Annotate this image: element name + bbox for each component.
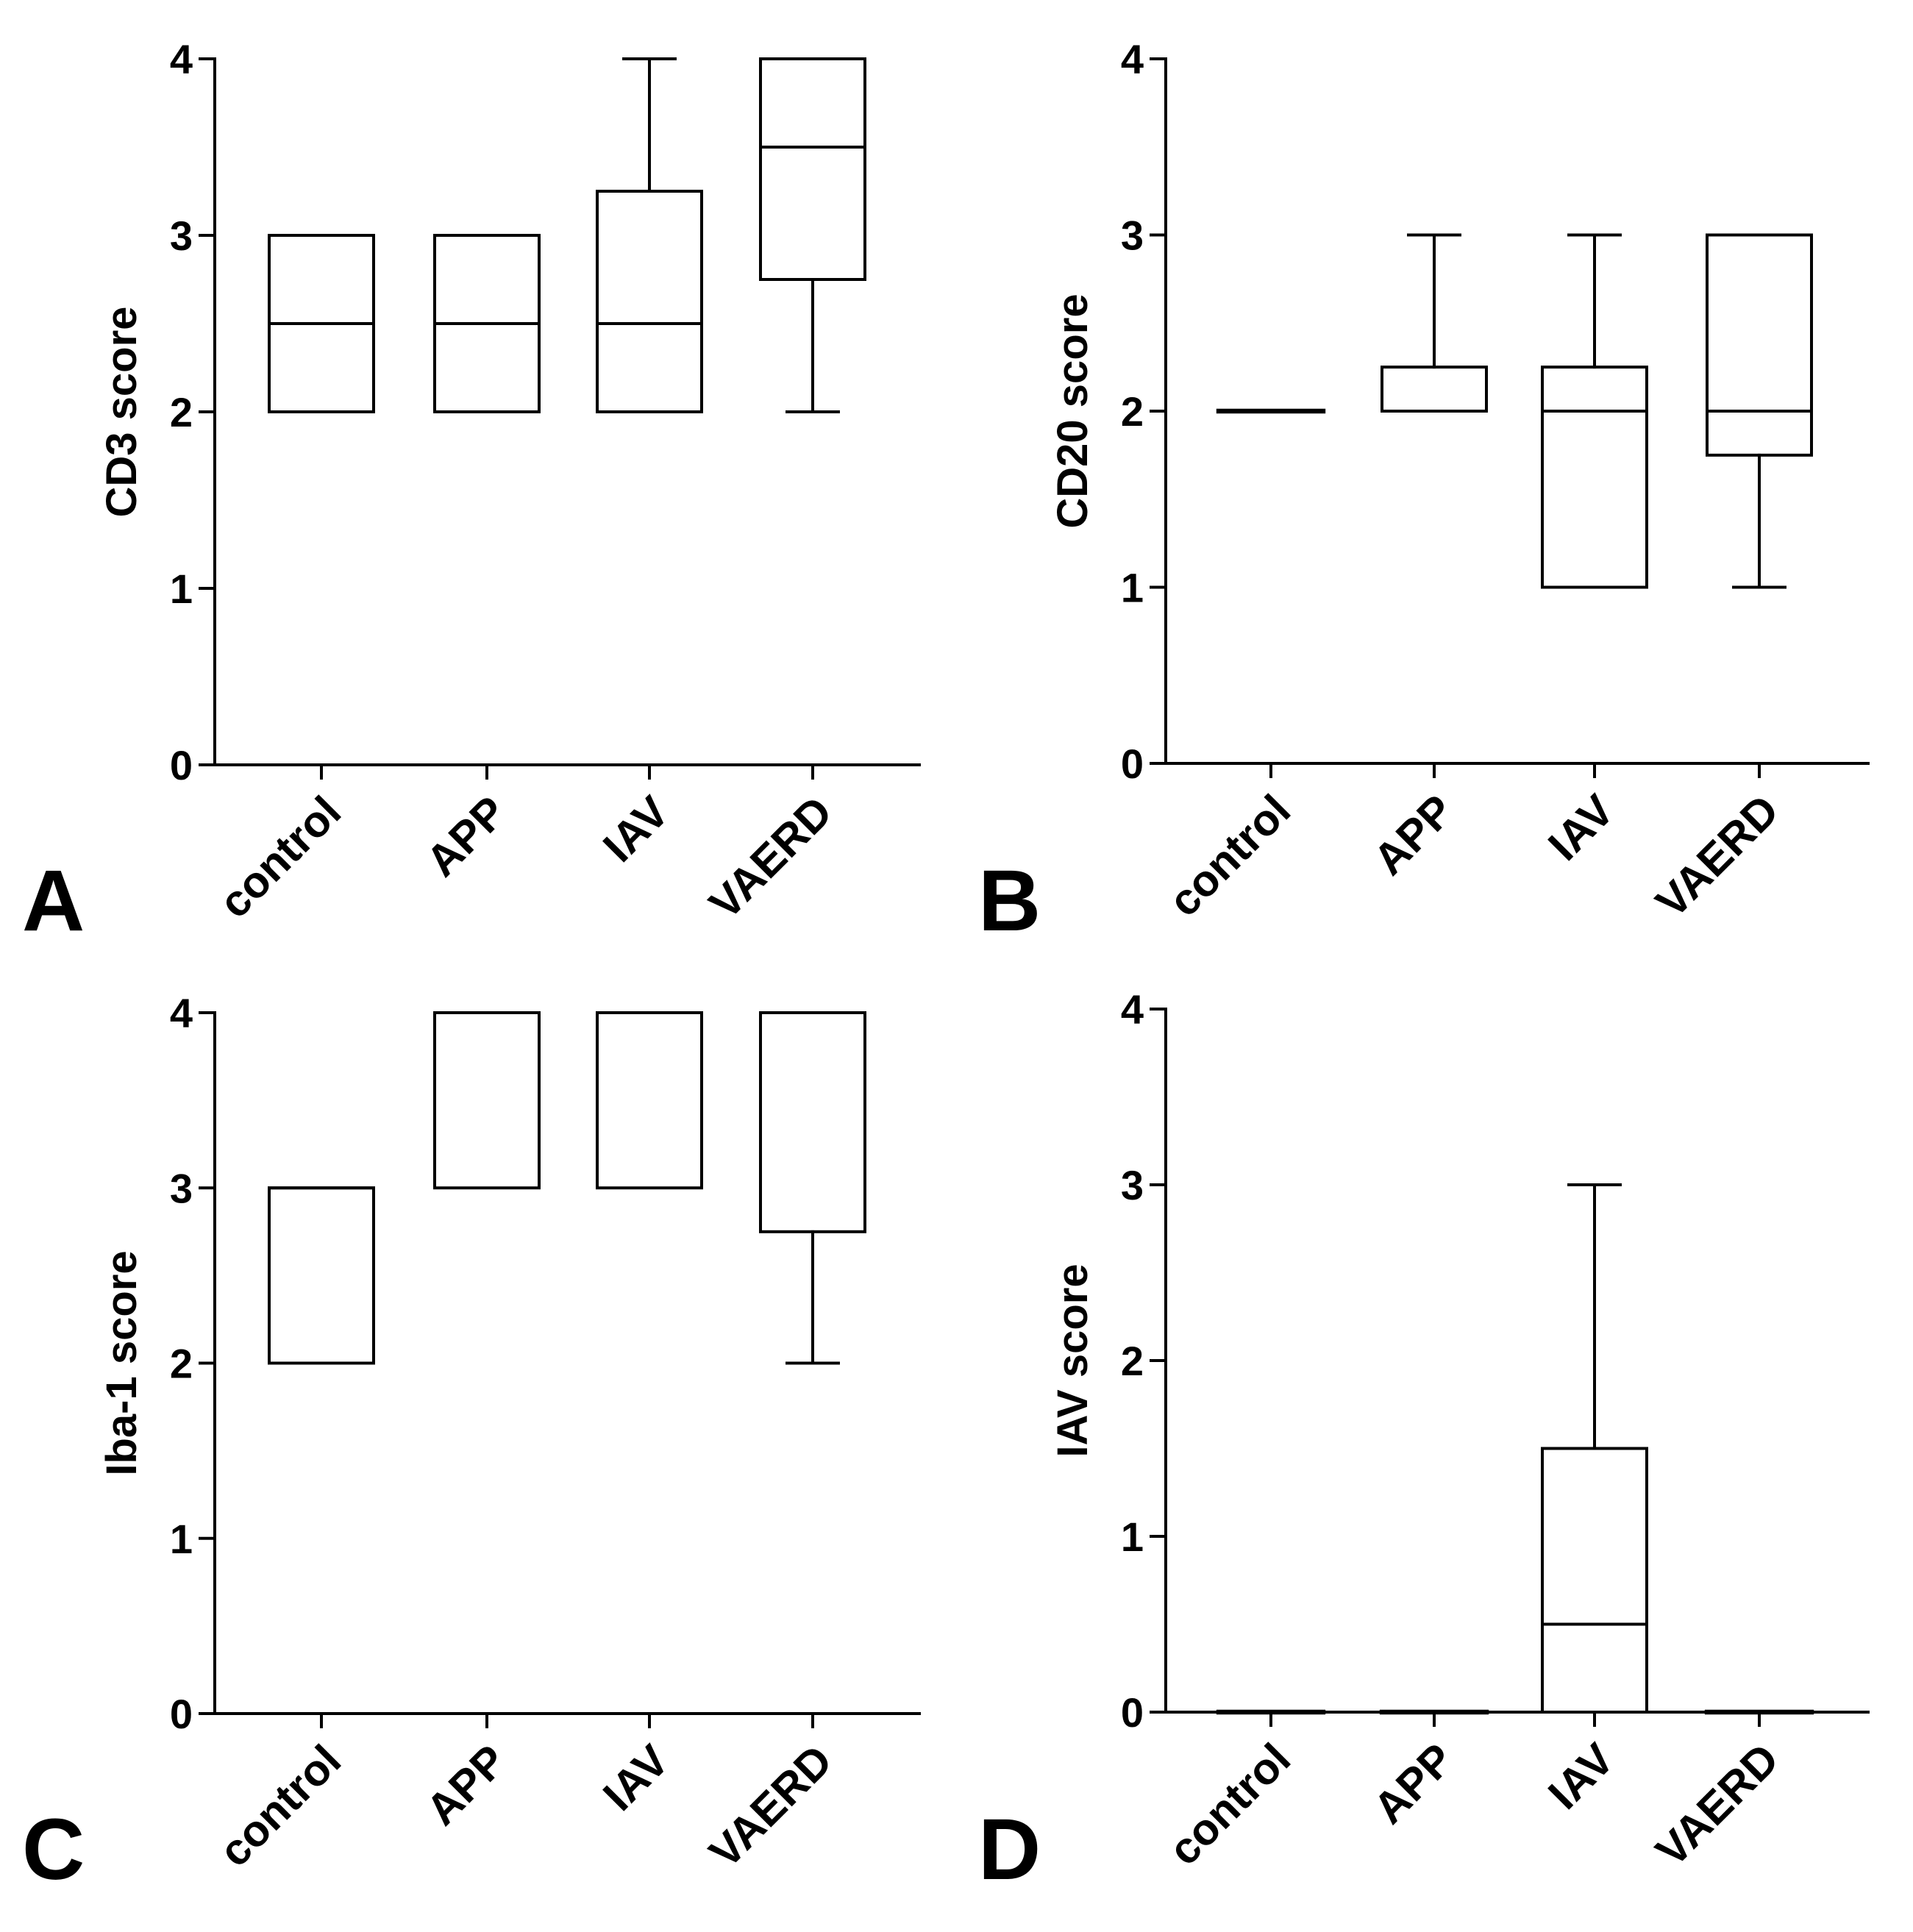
box-iav [1541, 1183, 1648, 1714]
x-tick-label: IAV [1539, 785, 1623, 870]
y-tick-label: 4 [170, 36, 193, 82]
x-tick-label: APP [1364, 785, 1464, 885]
y-tick-label: 3 [170, 1165, 193, 1211]
box-rect [759, 1011, 866, 1233]
box-rect [433, 1011, 541, 1190]
box-rect [268, 1186, 375, 1365]
box-control [268, 234, 375, 413]
y-tick-label: 2 [170, 1341, 193, 1387]
y-tick-label: 1 [170, 566, 193, 612]
y-tick-label: 1 [1121, 565, 1144, 611]
x-tick-label: control [1159, 1734, 1300, 1875]
panel-letter: D [978, 1801, 1041, 1898]
x-tick-label: APP [417, 1736, 516, 1835]
box-iav [1541, 233, 1648, 589]
box-app [433, 234, 541, 413]
x-tick-label: APP [1364, 1734, 1464, 1833]
y-axis-title: IAV score [1049, 1263, 1097, 1457]
x-tick-label: APP [417, 787, 516, 886]
box-rect [596, 190, 703, 413]
box-app [1381, 233, 1488, 413]
box-control [268, 1186, 375, 1365]
y-tick-label: 4 [1121, 986, 1144, 1033]
y-tick-label: 0 [170, 1691, 193, 1737]
panel-letter: B [978, 852, 1041, 949]
y-axis-title: Iba-1 score [98, 1250, 146, 1475]
x-tick-label: IAV [1539, 1734, 1623, 1819]
y-tick-label: 0 [1121, 741, 1144, 787]
x-tick-label: IAV [594, 1736, 678, 1820]
x-tick-label: control [210, 1736, 350, 1876]
box-vaerd [1706, 233, 1813, 589]
panel-letter: C [22, 1801, 85, 1898]
x-tick-label: VAERD [1646, 785, 1788, 927]
x-tick-label: IAV [594, 787, 678, 871]
box-rect [1541, 366, 1648, 589]
box-iav [596, 57, 703, 413]
box-vaerd [759, 1011, 866, 1365]
box-rect [1541, 1447, 1648, 1714]
y-tick-label: 0 [170, 742, 193, 788]
box-vaerd [759, 57, 866, 413]
x-tick-label: VAERD [699, 1736, 841, 1878]
y-tick-label: 3 [1121, 1162, 1144, 1208]
y-tick-label: 0 [1121, 1689, 1144, 1736]
y-tick-label: 3 [170, 213, 193, 259]
box-app [433, 1011, 541, 1190]
y-tick-label: 3 [1121, 213, 1144, 259]
y-tick-label: 4 [170, 990, 193, 1036]
box-rect [1706, 233, 1813, 457]
box-rect [1381, 366, 1488, 413]
x-tick-label: VAERD [699, 787, 841, 929]
box-rect [759, 57, 866, 281]
y-tick-label: 1 [170, 1516, 193, 1562]
box-rect [596, 1011, 703, 1190]
panel-a: 0 1 2 3 4 CD3 score control APP IAV VAERD A [22, 36, 921, 949]
panel-d: 0 1 2 3 4 IAV score control APP IAV VAERD D [978, 986, 1870, 1898]
y-tick-label: 2 [1121, 388, 1144, 435]
box-iav [596, 1011, 703, 1190]
panel-c: 0 1 2 3 4 Iba-1 score control APP IAV VAERD C [22, 990, 921, 1898]
y-axis-title: CD3 score [98, 307, 146, 518]
panel-b: 0 1 2 3 4 CD20 score control APP IAV VAERD B [978, 36, 1870, 949]
y-tick-label: 1 [1121, 1514, 1144, 1560]
x-tick-label: control [1159, 785, 1300, 926]
panel-letter: A [22, 852, 85, 949]
y-tick-label: 2 [170, 389, 193, 435]
y-tick-label: 2 [1121, 1338, 1144, 1384]
x-tick-label: control [210, 787, 350, 927]
y-tick-label: 4 [1121, 36, 1144, 82]
x-tick-label: VAERD [1646, 1734, 1788, 1876]
y-axis-title: CD20 score [1049, 293, 1097, 528]
